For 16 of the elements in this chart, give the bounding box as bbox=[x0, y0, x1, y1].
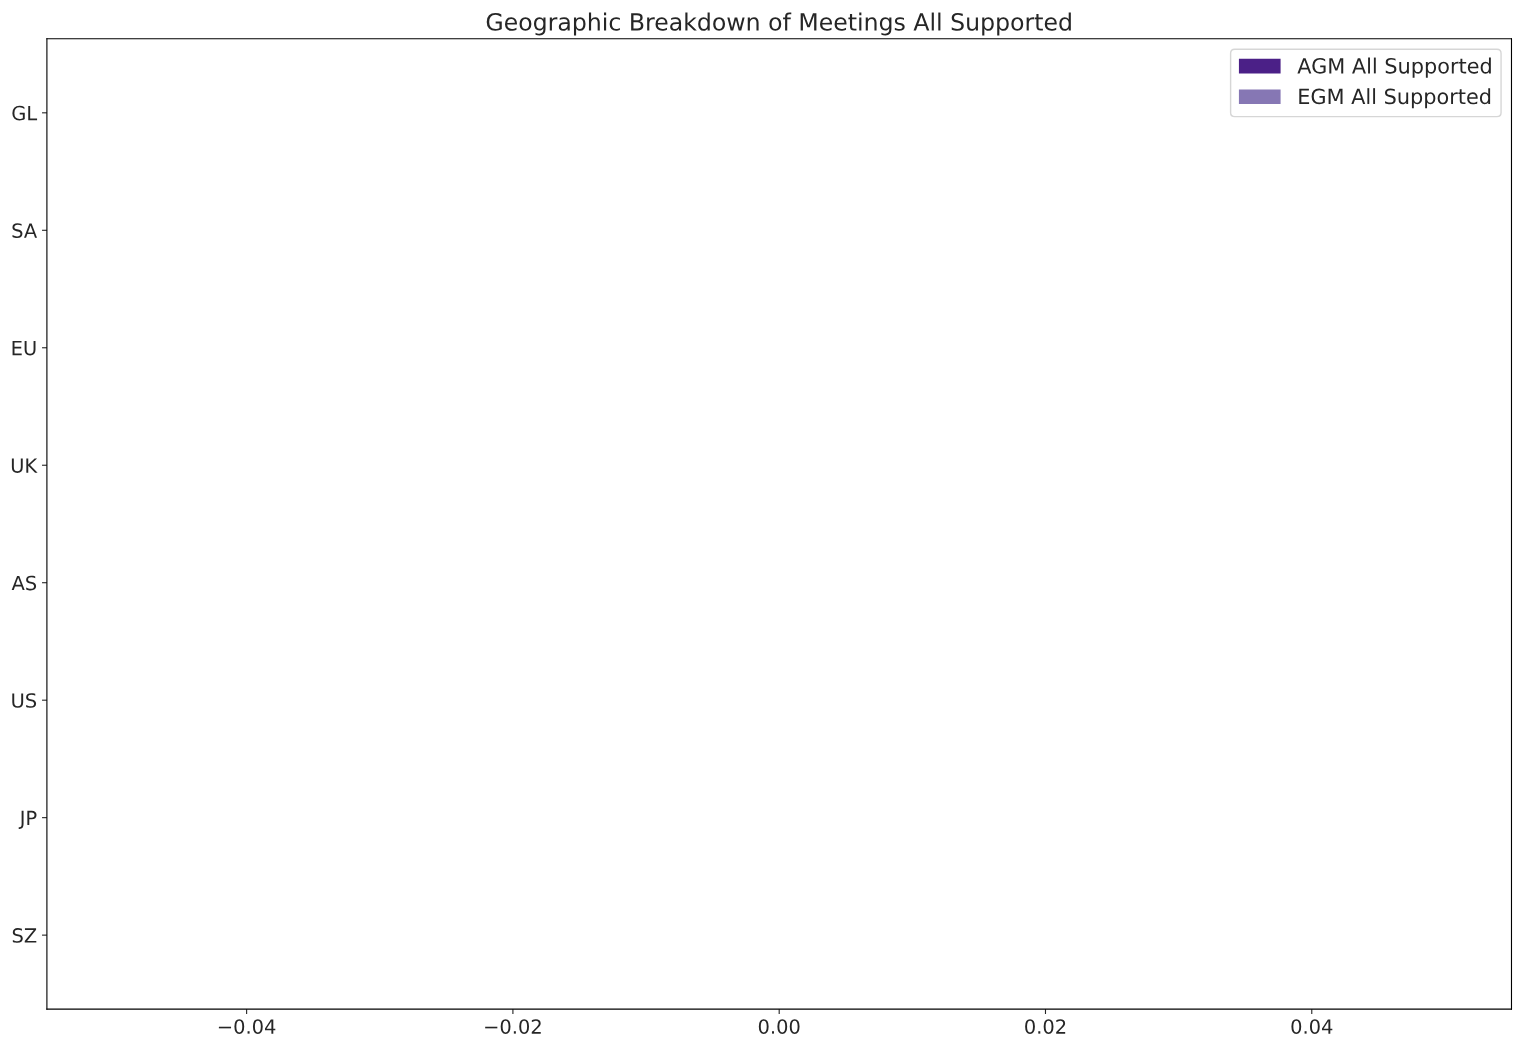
y-tick-label: GL bbox=[12, 105, 38, 121]
chart-title: Geographic Breakdown of Meetings All Supported bbox=[486, 12, 1071, 36]
y-tick-label: EU bbox=[12, 340, 36, 356]
y-tick-label: AS bbox=[11, 575, 37, 591]
y-tick-label: SA bbox=[12, 223, 38, 238]
legend-label: AGM All Supported bbox=[1297, 57, 1491, 78]
y-tick-label: SZ bbox=[12, 928, 37, 943]
x-tick-label: 0.00 bbox=[758, 1019, 800, 1034]
x-tick-label: −0.02 bbox=[485, 1019, 541, 1034]
x-tick-label: −0.04 bbox=[218, 1019, 276, 1034]
y-tick-label: US bbox=[12, 693, 37, 708]
y-tick-label: UK bbox=[11, 458, 38, 473]
x-tick-label: 0.02 bbox=[1025, 1019, 1066, 1034]
legend-label: EGM All Supported bbox=[1299, 88, 1491, 109]
y-tick-label: JP bbox=[18, 810, 37, 829]
x-tick-label: 0.04 bbox=[1291, 1019, 1333, 1034]
